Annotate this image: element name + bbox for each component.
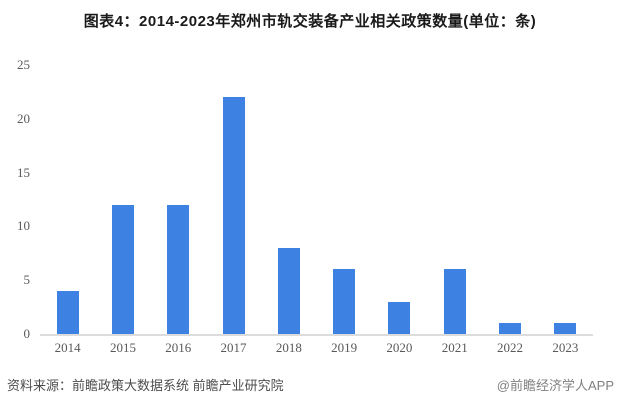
bar-2016 bbox=[167, 204, 190, 334]
y-axis-tick-label: 20 bbox=[17, 110, 30, 126]
bar-slot bbox=[372, 65, 427, 334]
bar-slot bbox=[206, 65, 261, 334]
plot-area bbox=[40, 65, 593, 336]
bar-2021 bbox=[443, 269, 466, 334]
y-axis-tick-label: 25 bbox=[17, 57, 30, 72]
bar-2018 bbox=[277, 247, 300, 334]
y-axis-tick-label: 0 bbox=[23, 326, 31, 341]
x-axis-label: 2017 bbox=[220, 340, 247, 355]
x-axis-label: 2022 bbox=[497, 340, 524, 355]
y-axis-tick-label: 5 bbox=[23, 272, 31, 288]
x-axis-labels: 2014 2015 2016 2017 2018 2019 2020 2021 2022 2023 bbox=[40, 340, 593, 356]
chart-title: 图表4：2014-2023年郑州市轨交装备产业相关政策数量(单位：条) bbox=[83, 13, 537, 30]
x-axis-label: 2015 bbox=[109, 340, 136, 355]
x-axis-line bbox=[40, 334, 593, 336]
bar-slot bbox=[538, 65, 593, 334]
y-axis-tick-label: 10 bbox=[17, 218, 30, 234]
bar-slot bbox=[316, 65, 371, 334]
bar-slot bbox=[95, 65, 150, 334]
bar-slot bbox=[40, 65, 95, 334]
x-axis-label: 2014 bbox=[54, 340, 81, 355]
bar-slot bbox=[151, 65, 206, 334]
x-axis-label: 2021 bbox=[441, 340, 468, 355]
x-axis-label: 2020 bbox=[386, 340, 413, 355]
source-note: 资料来源：前瞻政策大数据系统 前瞻产业研究院 bbox=[7, 378, 284, 393]
x-axis-label: 2018 bbox=[275, 340, 302, 355]
x-axis-label: 2019 bbox=[331, 340, 358, 355]
bar-series bbox=[40, 65, 593, 334]
bar-2015 bbox=[111, 204, 134, 334]
bar-2023 bbox=[554, 323, 577, 334]
bar-slot bbox=[261, 65, 316, 334]
bar-2020 bbox=[388, 301, 411, 334]
bar-2022 bbox=[499, 323, 522, 334]
bar-2017 bbox=[222, 97, 245, 334]
x-axis-label: 2016 bbox=[165, 340, 192, 355]
bar-slot bbox=[482, 65, 537, 334]
y-axis: 0 5 10 15 20 25 bbox=[0, 57, 31, 341]
bar-2019 bbox=[333, 269, 356, 334]
y-axis-tick-label: 15 bbox=[17, 164, 30, 180]
bar-2014 bbox=[56, 290, 79, 334]
x-axis-label: 2023 bbox=[552, 340, 579, 355]
footer: 资料来源：前瞻政策大数据系统 前瞻产业研究院 @前瞻经济学人APP bbox=[7, 375, 614, 394]
watermark: @前瞻经济学人APP bbox=[496, 378, 614, 393]
bar-slot bbox=[427, 65, 482, 334]
